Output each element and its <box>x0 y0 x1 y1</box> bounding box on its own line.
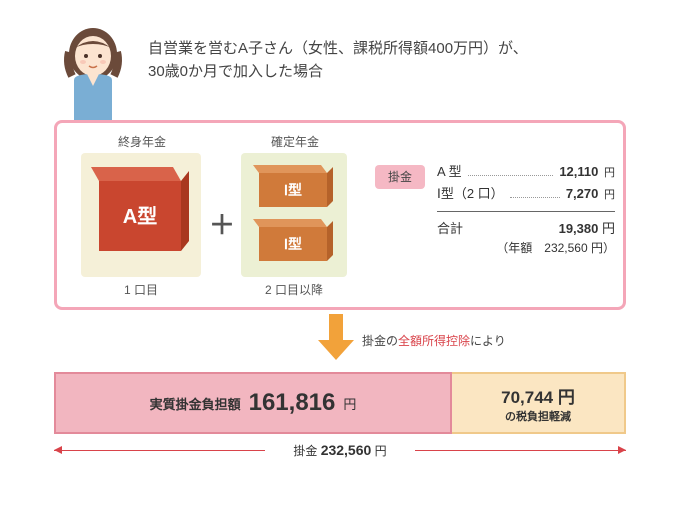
total-value: 19,380 <box>559 221 599 236</box>
deduction-text: 掛金の全額所得控除により <box>362 332 506 349</box>
total-label: 合計 <box>437 218 463 237</box>
headline-text: 自営業を営むA子さん（女性、課税所得額400万円）が、 30歳0か月で加入した場… <box>148 38 528 83</box>
tax-saving-sub: の税負担軽減 <box>505 408 571 424</box>
unit-2-label: 2 口目以降 <box>241 281 347 298</box>
annual-value: （年額 232,560 円） <box>437 239 615 256</box>
price-a-value: 12,110 <box>559 164 598 179</box>
burden-bar: 実質掛金負担額 161,816 円 70,744 円 の税負担軽減 <box>54 372 626 434</box>
arrow-down-icon <box>318 314 354 362</box>
life-pension-label: 終身年金 <box>87 133 197 150</box>
fixed-pension-label: 確定年金 <box>245 133 345 150</box>
cube-a: A型 <box>91 167 189 255</box>
tax-saving-value: 70,744 円 <box>501 383 575 408</box>
avatar-illustration <box>54 24 132 122</box>
bracket-label: 掛金 232,560 円 <box>265 442 415 459</box>
burden-value: 161,816 <box>249 389 336 417</box>
cube-a-label: A型 <box>123 205 157 228</box>
deduction-highlight: 全額所得控除 <box>398 334 470 348</box>
burden-bar-left: 実質掛金負担額 161,816 円 <box>54 372 452 434</box>
plus-icon: ＋ <box>209 205 235 242</box>
price-i-value: 7,270 <box>566 186 599 201</box>
price-a-label: A 型 <box>437 161 462 180</box>
svg-text:Ⅰ型: Ⅰ型 <box>284 182 302 198</box>
cube-i-2: Ⅰ型 <box>253 219 333 263</box>
cube-i-1: Ⅰ型 <box>253 165 333 209</box>
burden-bar-right: 70,744 円 の税負担軽減 <box>452 372 626 434</box>
svg-text:Ⅰ型: Ⅰ型 <box>284 236 302 252</box>
burden-label: 実質掛金負担額 <box>150 394 241 413</box>
total-bracket: 掛金 232,560 円 <box>54 440 626 470</box>
price-i-label: Ⅰ型（2 口） <box>437 183 504 202</box>
price-block: A 型12,110 円 Ⅰ型（2 口）7,270 円 合計19,380 円 （年… <box>437 161 615 256</box>
plan-card: 終身年金 確定年金 A型 Ⅰ型 Ⅰ型 ＋ 1 口目 2 口目以降 掛金 A 型 1… <box>54 120 626 310</box>
unit-1-label: 1 口目 <box>81 281 201 298</box>
premium-badge: 掛金 <box>375 165 425 189</box>
